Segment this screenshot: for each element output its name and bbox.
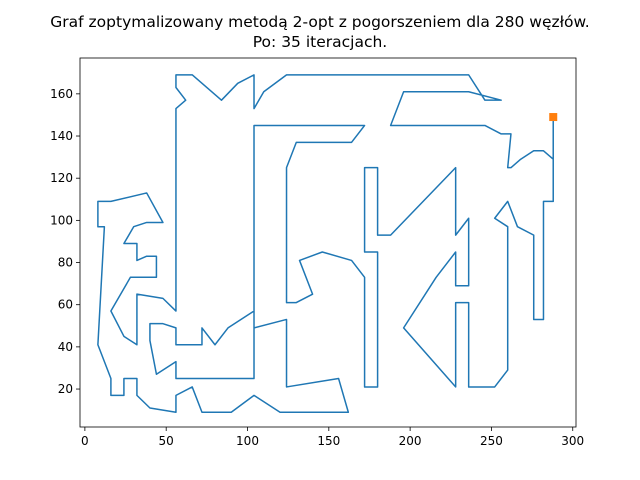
y-tick-label: 100 <box>50 213 73 227</box>
y-tick-label: 20 <box>58 382 73 396</box>
tour-path-line <box>97 74 554 413</box>
chart-title-line2: Po: 35 iteracjach. <box>252 33 388 51</box>
chart-title-line1: Graf zoptymalizowany metodą 2-opt z pogo… <box>50 13 590 31</box>
y-tick-label: 80 <box>58 256 73 270</box>
x-tick-label: 250 <box>480 434 503 448</box>
x-tick-label: 200 <box>399 434 422 448</box>
y-tick-label: 60 <box>58 298 73 312</box>
y-tick-label: 140 <box>50 129 73 143</box>
start-node-marker <box>549 113 558 122</box>
axes-frame <box>79 57 577 428</box>
x-tick-label: 100 <box>236 434 259 448</box>
x-tick-label: 50 <box>159 434 174 448</box>
y-tick-label: 160 <box>50 87 73 101</box>
y-tick-label: 120 <box>50 171 73 185</box>
x-tick-label: 0 <box>81 434 89 448</box>
y-tick-label: 40 <box>58 340 73 354</box>
x-tick-label: 150 <box>317 434 340 448</box>
x-tick-label: 300 <box>561 434 584 448</box>
chart-title: Graf zoptymalizowany metodą 2-opt z pogo… <box>0 12 640 52</box>
